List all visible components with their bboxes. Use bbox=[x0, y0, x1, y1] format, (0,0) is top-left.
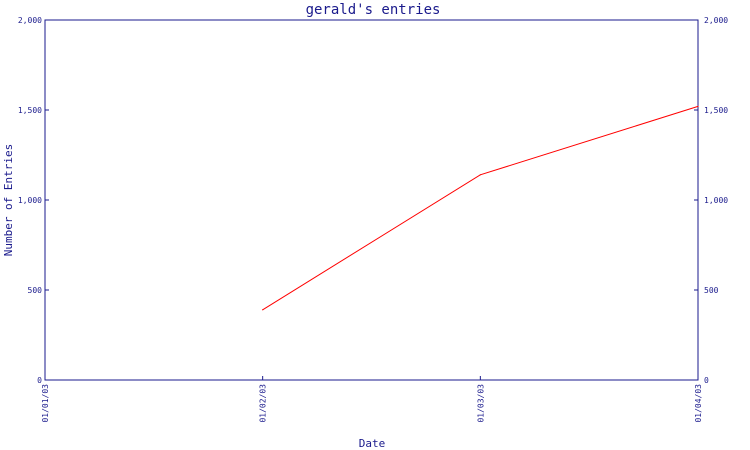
series-layer bbox=[262, 105, 699, 311]
data-point bbox=[697, 105, 699, 107]
plot-area bbox=[44, 19, 699, 381]
x-axis: 01/01/03 01/02/03 01/03/03 01/04/03 bbox=[41, 376, 703, 423]
x-tick-label: 01/03/03 bbox=[476, 384, 485, 423]
chart-title: gerald's entries bbox=[306, 2, 441, 18]
data-point bbox=[262, 309, 264, 311]
y-axis-left: 0 500 1,000 1,500 2,000 bbox=[18, 16, 49, 385]
x-axis-label: Date bbox=[359, 437, 386, 450]
y-axis-label: Number of Entries bbox=[2, 144, 15, 257]
y-tick-label-left: 500 bbox=[28, 286, 43, 295]
x-tick-label: 01/01/03 bbox=[41, 384, 50, 423]
x-tick-label: 01/02/03 bbox=[259, 384, 268, 423]
y-tick-label-right: 2,000 bbox=[704, 16, 728, 25]
data-point bbox=[479, 174, 481, 176]
series-line bbox=[262, 105, 699, 311]
x-tick-label: 01/04/03 bbox=[694, 384, 703, 423]
y-tick-label-right: 0 bbox=[704, 376, 709, 385]
y-tick-label-right: 1,000 bbox=[704, 196, 728, 205]
y-tick-label-left: 0 bbox=[37, 376, 42, 385]
y-axis-right: 0 500 1,000 1,500 2,000 bbox=[694, 16, 728, 385]
y-tick-label-left: 1,500 bbox=[18, 106, 42, 115]
y-tick-label-left: 2,000 bbox=[18, 16, 42, 25]
y-tick-label-left: 1,000 bbox=[18, 196, 42, 205]
y-tick-label-right: 500 bbox=[704, 286, 719, 295]
y-tick-label-right: 1,500 bbox=[704, 106, 728, 115]
